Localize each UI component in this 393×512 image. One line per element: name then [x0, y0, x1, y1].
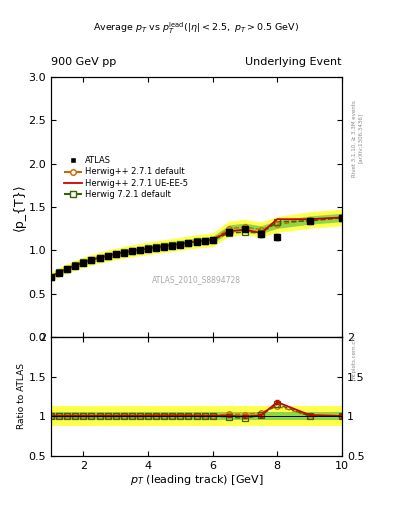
Text: Underlying Event: Underlying Event — [245, 56, 342, 67]
Text: 900 GeV pp: 900 GeV pp — [51, 56, 116, 67]
Y-axis label: ⟨p_{T}⟩: ⟨p_{T}⟩ — [13, 183, 26, 231]
Text: mcplots.cern.ch: mcplots.cern.ch — [352, 336, 357, 380]
X-axis label: $p_T$ (leading track) [GeV]: $p_T$ (leading track) [GeV] — [130, 473, 263, 487]
Text: Average $p_T$ vs $p_T^{\rm lead}$($|\eta| < 2.5,\ p_T > 0.5$ GeV): Average $p_T$ vs $p_T^{\rm lead}$($|\eta… — [94, 20, 299, 36]
Text: Rivet 3.1.10, ≥ 3.3M events: Rivet 3.1.10, ≥ 3.3M events — [352, 100, 357, 177]
Legend: ATLAS, Herwig++ 2.7.1 default, Herwig++ 2.7.1 UE-EE-5, Herwig 7.2.1 default: ATLAS, Herwig++ 2.7.1 default, Herwig++ … — [61, 154, 191, 201]
Text: ATLAS_2010_S8894728: ATLAS_2010_S8894728 — [152, 275, 241, 285]
Y-axis label: Ratio to ATLAS: Ratio to ATLAS — [17, 364, 26, 430]
Text: [arXiv:1306.3436]: [arXiv:1306.3436] — [358, 113, 363, 163]
